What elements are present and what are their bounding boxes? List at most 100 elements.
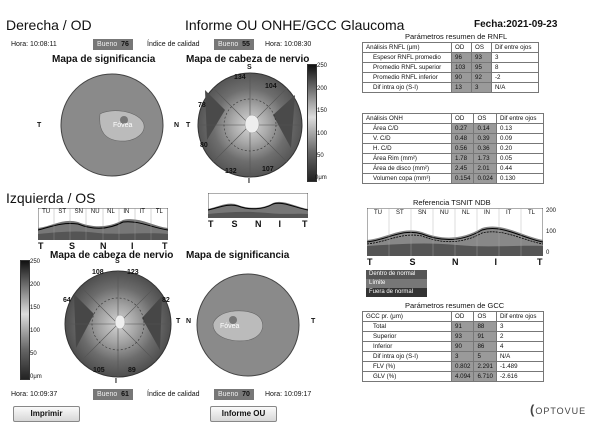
od-quality-label: Índice de calidad [147, 41, 200, 48]
legend-within-normal: Dentro de normal [366, 270, 427, 279]
od-colorbar [307, 64, 317, 182]
table-row: H. C/D 0.56 0.36 0.20 [362, 143, 544, 154]
od-onh-s: S [247, 64, 252, 71]
report-ou-button[interactable]: Informe OU [210, 406, 277, 422]
table-cell: 0.05 [495, 153, 544, 164]
table-cell: 86 [473, 341, 497, 352]
tsnit-sector-label: NL [462, 210, 470, 216]
tsnit-tick-label: T [302, 219, 308, 229]
report-title: Informe OU ONHE/GCC Glaucoma [185, 17, 405, 33]
od-clock-bottom: 132 [225, 168, 237, 175]
od-clock-lower-left: 80 [200, 142, 208, 149]
table-row: Total 91 88 3 [362, 321, 544, 332]
table-cell: Total [362, 321, 452, 332]
table-cell: 0.27 [450, 123, 475, 134]
table-cell: 2 [495, 331, 544, 342]
od-colorbar-unit: 0μm [315, 175, 327, 181]
od-clock-left: 78 [198, 102, 206, 109]
table-cell: N/A [495, 351, 544, 362]
os-time-left: Hora: 10:09:37 [11, 391, 58, 398]
table-cell: 90 [450, 341, 475, 352]
os-clock-right: 82 [162, 297, 170, 304]
table-cell: Inferior [362, 341, 452, 352]
gcc-table: GCC pr. (μm) OD OS Dif entre ojos Total 91 88 3… [362, 311, 544, 382]
table-cell: Promedio RNFL inferior [362, 72, 452, 83]
os-colorbar-200: 200 [30, 282, 41, 288]
od-colorbar-200: 200 [317, 86, 328, 92]
table-header-row: Análisis RNFL (μm) OD OS Dif entre ojos [362, 42, 539, 53]
table-cell: Área Rim (mm²) [362, 153, 452, 164]
tsnit-sector-label: ST [58, 209, 67, 215]
table-cell: 103 [451, 62, 472, 73]
os-quality-left: Bueno 61 [93, 389, 133, 400]
os-colorbar-150: 150 [30, 305, 41, 311]
tsnit-tick-label: I [131, 241, 134, 251]
table-row: V. C/D 0.48 0.39 0.09 [362, 133, 544, 144]
table-row: Área Rim (mm²) 1.78 1.73 0.05 [362, 153, 544, 164]
right-eye-heading: Derecha / OD [6, 17, 92, 33]
table-row: Área C/D 0.27 0.14 0.13 [362, 123, 544, 134]
table-cell: 93 [450, 331, 475, 342]
table-cell: 0.024 [473, 173, 497, 184]
table-header: OD [450, 311, 475, 322]
od-significance-caption: Mapa de significancia [52, 54, 156, 65]
tsnit-tick-label: T [537, 257, 543, 267]
od-fovea-label: Fóvea [113, 122, 133, 129]
table-cell: Área C/D [362, 123, 452, 134]
od-colorbar-150: 150 [317, 108, 328, 114]
os-clock-bottom: 89 [128, 367, 136, 374]
os-onh-t: T [176, 318, 181, 325]
reference-y-200: 200 [546, 208, 557, 214]
table-header: Análisis ONH [362, 113, 452, 124]
os-sector-labels: TU ST SN NU NL IN IT TL [38, 209, 168, 217]
table-header: Análisis RNFL (μm) [362, 42, 452, 53]
print-button[interactable]: Imprimir [13, 406, 80, 422]
table-cell: 1.78 [450, 153, 475, 164]
os-quality-right: Bueno 70 [214, 389, 254, 400]
reference-y-100: 100 [546, 229, 557, 235]
table-cell: 0.154 [450, 173, 475, 184]
table-row: Espesor RNFL promedio 96 93 3 [362, 52, 539, 63]
table-header: Dif entre ojos [491, 42, 539, 53]
left-eye-heading: Izquierda / OS [6, 190, 96, 206]
table-cell: -1.489 [495, 361, 544, 372]
os-clock-lower-left: 105 [93, 367, 105, 374]
tsnit-tick-label: S [69, 241, 76, 251]
table-cell: 1.73 [473, 153, 497, 164]
os-onh-caption: Mapa de cabeza de nervio [50, 250, 174, 261]
tsnit-tick-label: T [38, 241, 44, 251]
table-cell: 3 [491, 52, 539, 63]
table-cell: GLV (%) [362, 371, 452, 382]
od-significance-map [60, 73, 164, 177]
table-row: Promedio RNFL inferior 90 92 -2 [362, 72, 539, 83]
table-cell: 6.710 [473, 371, 497, 382]
od-onh-t: T [186, 122, 191, 129]
od-clock-upper-right: 104 [265, 83, 277, 90]
od-colorbar-100: 100 [317, 131, 328, 137]
os-colorbar-100: 100 [30, 328, 41, 334]
table-cell: Dif intra ojo (S-I) [362, 82, 452, 93]
tsnit-sector-label: TL [528, 210, 536, 216]
os-colorbar-250: 250 [30, 259, 41, 265]
table-cell: V. C/D [362, 133, 452, 144]
tsnit-tick-label: N [100, 241, 107, 251]
table-cell: 0.802 [450, 361, 475, 372]
od-time-left: Hora: 10:08:11 [11, 41, 57, 48]
tsnit-sector-label: IT [506, 210, 512, 216]
reference-sector-labels: TU ST SN NU NL IN IT TL [367, 210, 543, 218]
reference-y-0: 0 [546, 250, 550, 256]
table-cell: 0.20 [495, 143, 544, 154]
tsnit-sector-label: TL [155, 209, 163, 215]
table-cell: 91 [473, 331, 497, 342]
table-cell: 0.48 [450, 133, 475, 144]
od-colorbar-250: 250 [317, 63, 328, 69]
table-cell: 93 [471, 52, 492, 63]
tsnit-tick-label: S [409, 257, 416, 267]
os-colorbar [20, 260, 30, 380]
od-onh-i: I [248, 178, 250, 185]
table-cell: 91 [450, 321, 475, 332]
table-cell: 2.01 [473, 163, 497, 174]
table-cell: 3 [495, 321, 544, 332]
